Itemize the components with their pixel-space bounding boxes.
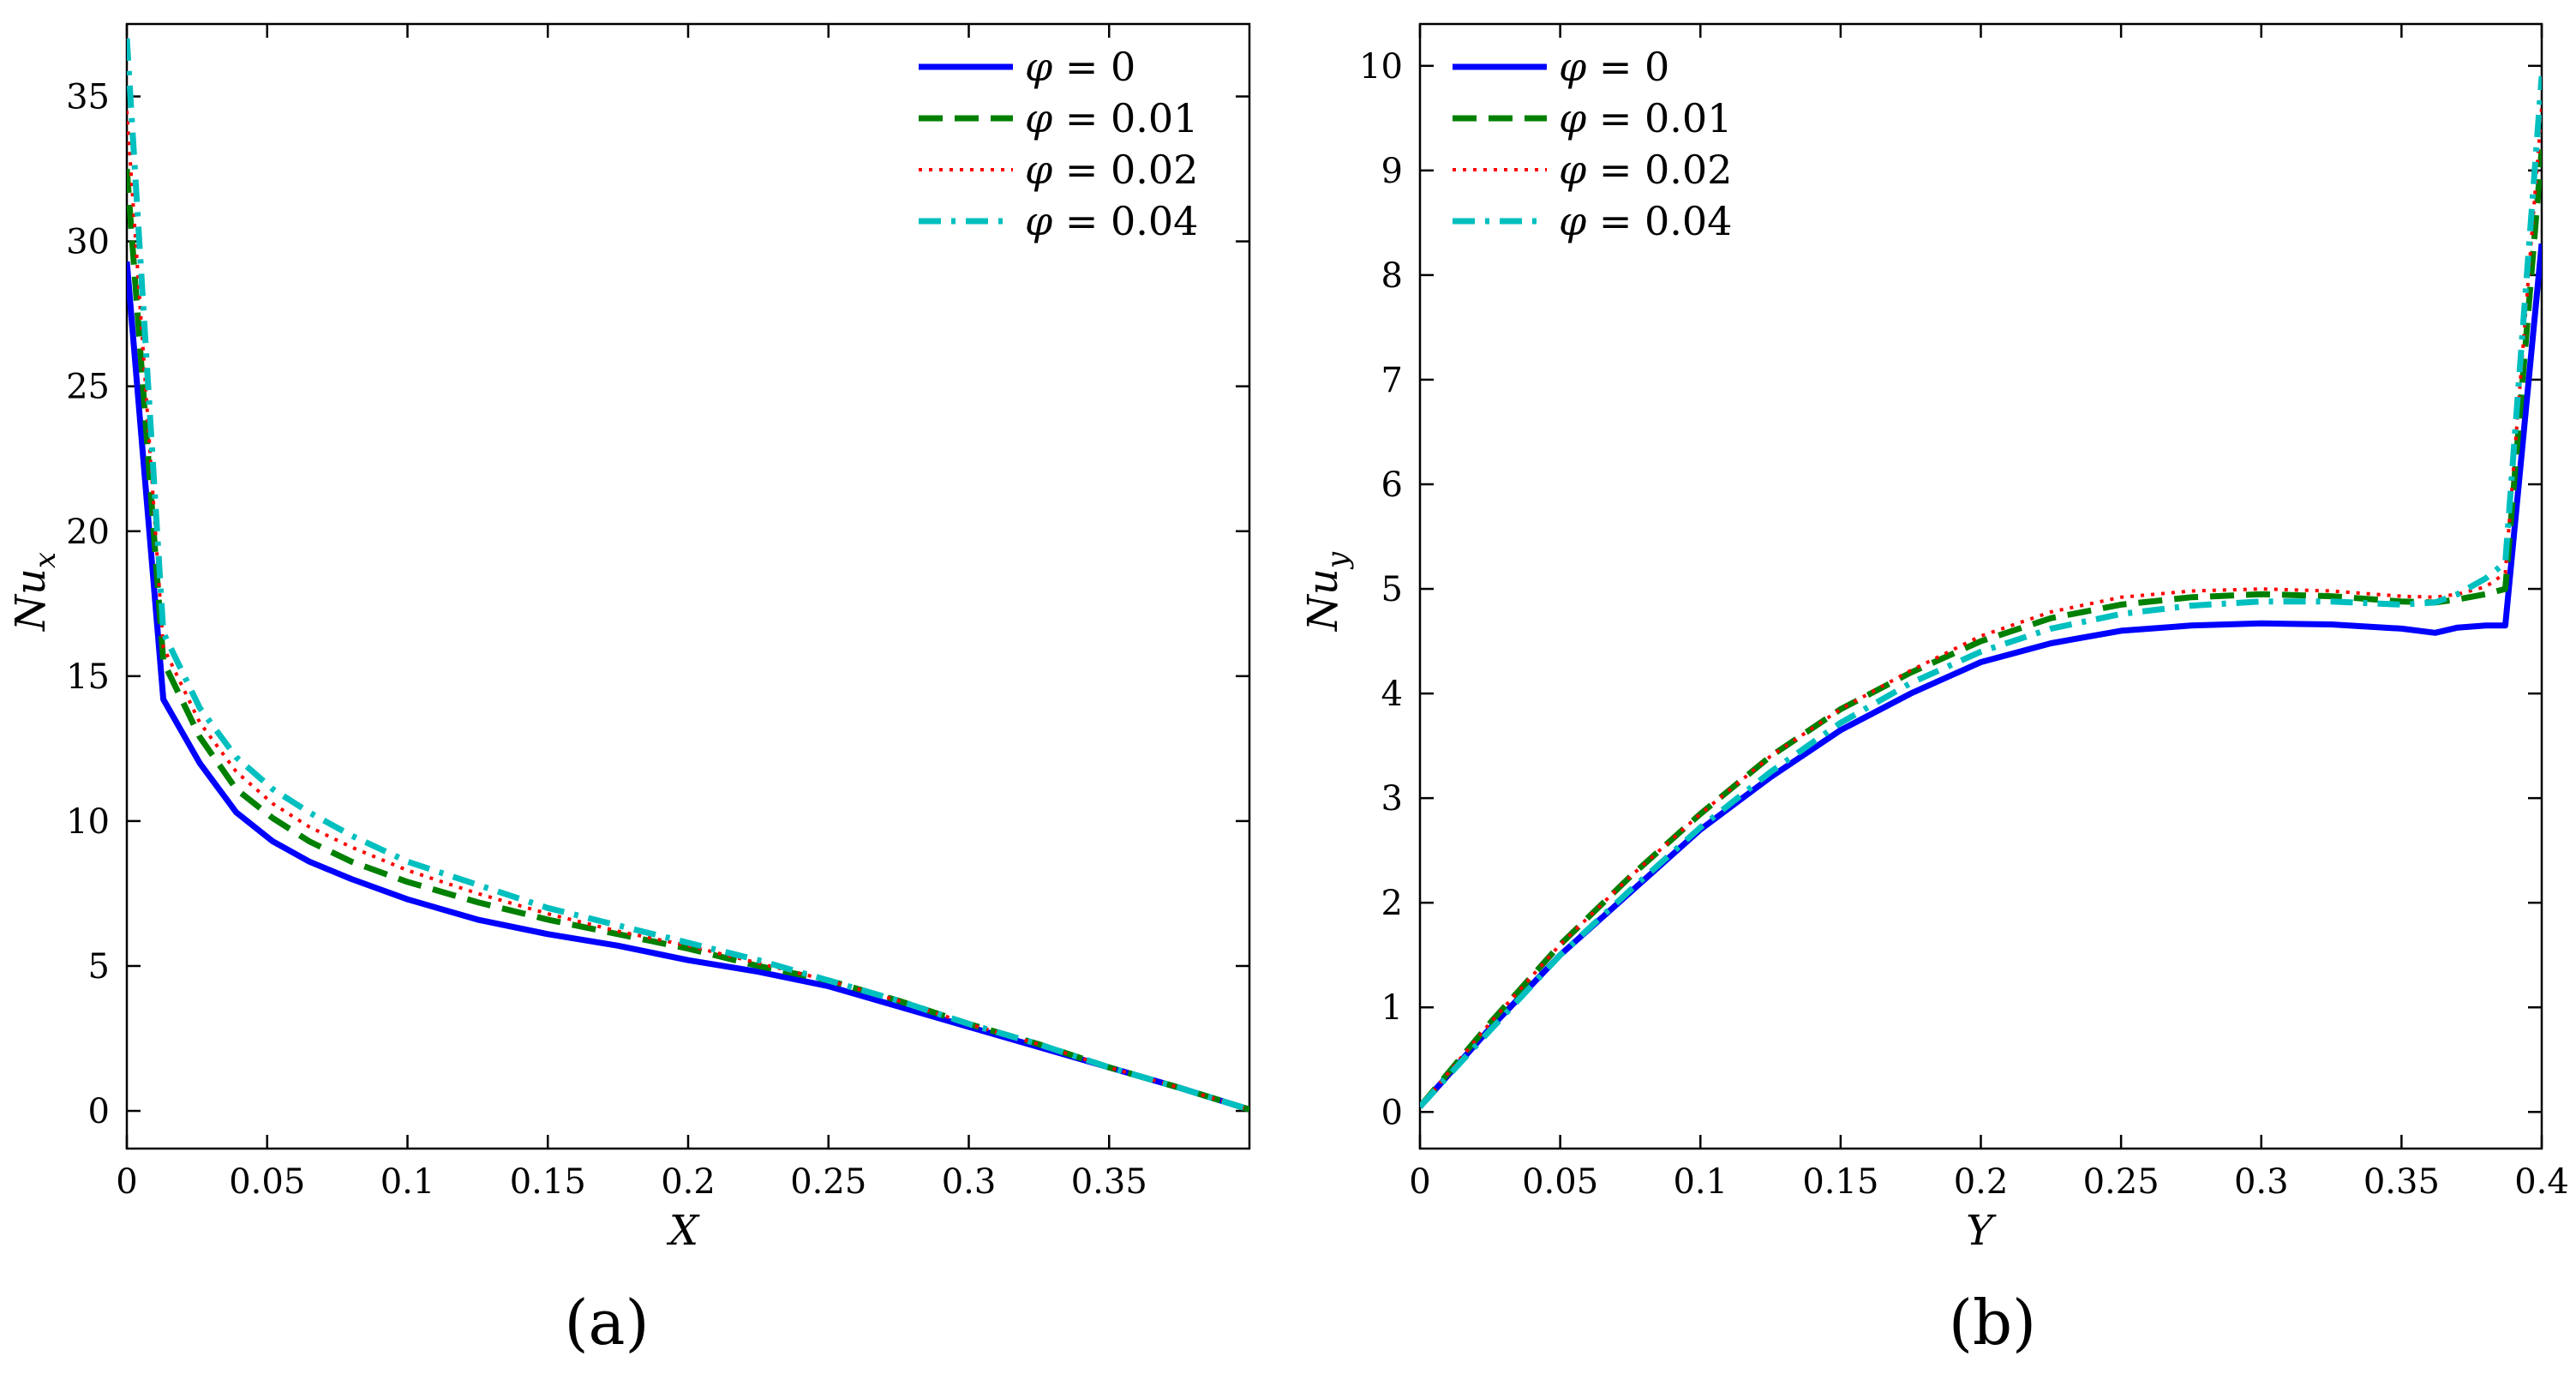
x-tick-label: 0.3	[942, 1162, 997, 1202]
legend-entry-3: φ = 0.04	[1025, 198, 1198, 244]
x-tick-label: 0.1	[380, 1162, 435, 1202]
y-tick-label: 2	[1381, 884, 1403, 923]
y-tick-label: 9	[1381, 152, 1403, 191]
y-tick-label: 1	[1381, 988, 1403, 1028]
y-tick-label: 20	[66, 513, 110, 552]
panel-a: 0 0.05 0.1 0.15 0.2 0.25 0.3 0.35 0 5 10 15 20 25 30 35…	[7, 22, 1251, 1359]
x-tick-label: 0.2	[1954, 1162, 2009, 1202]
x-axis-label: Y	[1966, 1207, 1997, 1255]
series-line-0	[127, 261, 1249, 1113]
legend: φ = 0 φ = 0.01 φ = 0.02 φ = 0.04	[1453, 44, 1732, 244]
legend-entry-2: φ = 0.02	[1559, 147, 1732, 193]
legend-entry-3: φ = 0.04	[1559, 198, 1732, 244]
y-tick-label: 3	[1381, 779, 1403, 819]
y-tick-label: 10	[66, 802, 110, 842]
x-tick-label: 0.1	[1673, 1162, 1728, 1202]
series-group	[1420, 75, 2542, 1109]
y-tick-label: 8	[1381, 256, 1403, 296]
x-tick-label: 0.2	[661, 1162, 716, 1202]
panel-label: (b)	[1949, 1287, 2036, 1359]
y-tick-label: 6	[1381, 465, 1403, 505]
legend-entry-1: φ = 0.01	[1025, 95, 1198, 141]
y-tick-label: 0	[1381, 1093, 1403, 1132]
y-tick-label: 5	[88, 947, 110, 987]
x-tick-label: 0.25	[790, 1162, 866, 1202]
y-tick-label: 10	[1359, 47, 1403, 87]
legend-entry-2: φ = 0.02	[1025, 147, 1198, 193]
series-line-1	[127, 168, 1249, 1113]
y-tick-label: 5	[1381, 570, 1403, 609]
x-tick-label: 0.25	[2083, 1162, 2160, 1202]
series-group	[127, 38, 1249, 1113]
y-tick-label: 25	[66, 368, 110, 407]
x-tick-label: 0.35	[2363, 1162, 2440, 1202]
legend-entry-0: φ = 0	[1559, 44, 1669, 90]
series-line-1	[1420, 149, 2542, 1109]
y-axis-label: Nux	[7, 552, 63, 632]
legend: φ = 0 φ = 0.01 φ = 0.02 φ = 0.04	[919, 44, 1198, 244]
y-tick-label: 15	[66, 657, 110, 697]
x-tick-label: 0.4	[2514, 1162, 2569, 1202]
y-tick-label: 0	[88, 1092, 110, 1131]
series-line-3	[1420, 75, 2542, 1109]
x-tick-label: 0	[116, 1162, 137, 1202]
legend-entry-1: φ = 0.01	[1559, 95, 1732, 141]
x-tick-label: 0.05	[229, 1162, 305, 1202]
series-line-2	[1420, 107, 2542, 1108]
panel-label: (a)	[564, 1287, 649, 1359]
x-tick-label: 0.15	[1802, 1162, 1878, 1202]
y-tick-label: 35	[66, 78, 110, 117]
legend-entry-0: φ = 0	[1025, 44, 1135, 90]
y-tick-label: 7	[1381, 361, 1403, 400]
x-tick-label: 0	[1409, 1162, 1430, 1202]
x-tick-label: 0.05	[1522, 1162, 1598, 1202]
y-tick-label: 30	[66, 223, 110, 262]
panel-b: 0 0.05 0.1 0.15 0.2 0.25 0.3 0.35 0.4 0 1 2 3 4 5 6 7 8 9 1…	[1299, 22, 2569, 1359]
series-line-0	[1420, 243, 2542, 1109]
x-axis-label: X	[666, 1207, 700, 1255]
x-tick-label: 0.35	[1071, 1162, 1147, 1202]
y-tick-label: 4	[1381, 675, 1403, 714]
series-line-2	[127, 111, 1249, 1112]
x-tick-label: 0.15	[510, 1162, 586, 1202]
x-tick-label: 0.3	[2234, 1162, 2289, 1202]
y-axis-label: Nuy	[1299, 551, 1355, 632]
